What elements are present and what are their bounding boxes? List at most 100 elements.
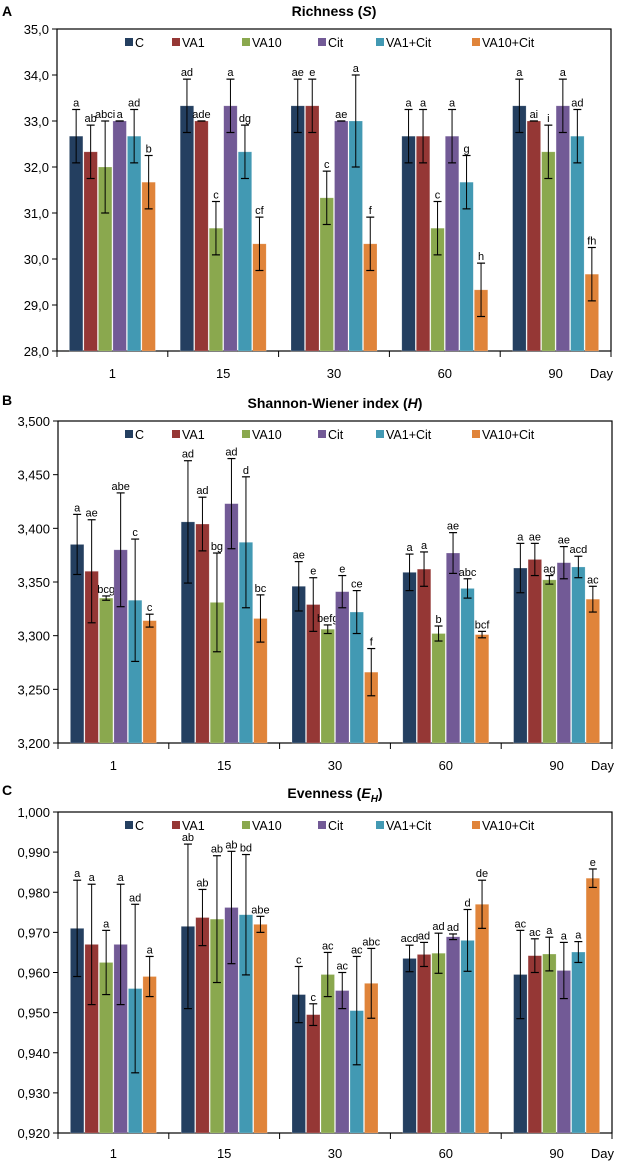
legend: C VA1 VA10 Cit VA1+Cit VA10+Cit — [125, 36, 535, 50]
error-bar — [558, 78, 567, 134]
error-bar — [574, 555, 583, 579]
bar-va10-day-60 — [431, 952, 446, 1134]
panel-label: C — [2, 782, 12, 798]
legend-swatch — [125, 38, 133, 46]
error-bar — [309, 1003, 318, 1027]
legend-swatch — [318, 430, 326, 438]
legend-label: VA1 — [182, 819, 205, 833]
significance-letter: befg — [317, 613, 338, 625]
error-bar — [116, 883, 125, 1006]
bar-va10-day-90 — [542, 579, 557, 744]
bar-va1-day-15 — [195, 917, 210, 1134]
significance-letter: ab — [85, 113, 97, 125]
significance-letter: e — [310, 566, 316, 578]
error-bar — [545, 574, 554, 585]
panel-a: A Richness (S) 28,0 29,0 30,0 31,0 32,0 33,0 34,… — [2, 3, 613, 381]
error-bar — [405, 944, 414, 973]
x-axis-label: Day — [591, 1146, 615, 1161]
error-bar — [338, 574, 347, 609]
significance-letter: ac — [587, 574, 599, 586]
significance-letter: a — [73, 98, 80, 110]
bar-va1-day-90 — [526, 120, 541, 352]
bar-va10-cit-day-60 — [474, 903, 490, 1134]
legend-label: Cit — [328, 428, 344, 442]
significance-letter: i — [547, 113, 549, 125]
legend-swatch — [172, 821, 180, 829]
error-bar — [86, 124, 95, 180]
error-bar — [293, 78, 302, 134]
significance-letter: ae — [558, 535, 570, 547]
legend-swatch — [318, 38, 326, 46]
legend-label: VA1+Cit — [386, 428, 432, 442]
legend-label: VA10 — [252, 428, 282, 442]
y-tick-label: 3,450 — [17, 468, 50, 483]
error-bar — [559, 941, 568, 1000]
legend-swatch — [125, 430, 133, 438]
bar-cit-day-90 — [556, 562, 571, 744]
significance-letter: c — [132, 527, 138, 539]
x-axis-label: Day — [590, 366, 614, 381]
error-bar — [420, 551, 429, 587]
x-tick-label: 60 — [439, 758, 453, 773]
error-bar — [559, 545, 568, 580]
y-tick-label: 28,0 — [24, 344, 49, 359]
significance-letter: e — [309, 67, 315, 79]
bar-va10-cit-day-1 — [142, 976, 157, 1134]
bar-va1-cit-day-1 — [127, 135, 142, 352]
legend-item: VA10 — [242, 36, 282, 50]
significance-letter: ae — [447, 521, 459, 533]
bar-c-day-30 — [290, 105, 305, 352]
error-bar — [182, 78, 191, 134]
legend-item: Cit — [318, 36, 344, 50]
x-tick-label: 60 — [439, 1146, 453, 1161]
x-tick-label: 30 — [328, 758, 342, 773]
legend-swatch — [318, 821, 326, 829]
significance-letter: bg — [211, 541, 223, 553]
y-tick-label: 33,0 — [24, 114, 49, 129]
significance-letter: c — [435, 190, 441, 202]
legend-item: VA10+Cit — [472, 819, 535, 833]
y-tick-label: 3,250 — [17, 682, 50, 697]
significance-letter: e — [339, 564, 345, 576]
legend-swatch — [242, 430, 250, 438]
error-bar — [530, 542, 539, 577]
error-bar — [240, 124, 249, 180]
y-tick-label: 0,970 — [17, 925, 50, 940]
legend-label: VA10 — [252, 36, 282, 50]
y-tick-label: 3,400 — [17, 521, 50, 536]
significance-letter: bcf — [475, 619, 491, 631]
error-bar — [574, 941, 583, 964]
legend-item: C — [125, 819, 144, 833]
significance-letter: ac — [529, 927, 541, 939]
significance-letter: c — [311, 992, 317, 1004]
bar-va10-day-1 — [99, 597, 114, 744]
x-tick-label: 30 — [328, 1146, 342, 1161]
significance-letter: a — [74, 502, 81, 514]
error-bar — [241, 476, 250, 609]
legend-label: VA1+Cit — [386, 36, 432, 50]
bar-c-day-15 — [179, 105, 194, 352]
error-bar — [573, 108, 582, 164]
title-paren-open: ( — [353, 785, 362, 801]
x-axis-label: Day — [591, 758, 615, 773]
significance-letter: a — [560, 67, 567, 79]
significance-letter: a — [405, 98, 412, 110]
y-tick-label: 31,0 — [24, 206, 49, 221]
error-bar — [462, 154, 471, 210]
bar-c-day-90 — [512, 105, 527, 352]
significance-letter: ae — [292, 67, 304, 79]
error-bar — [309, 577, 318, 632]
title-symbol: H — [408, 395, 419, 411]
title-name: Evenness — [287, 785, 353, 801]
significance-letter: de — [476, 868, 488, 880]
legend-label: VA1 — [182, 428, 205, 442]
legend-label: Cit — [328, 36, 344, 50]
legend-item: VA1+Cit — [376, 819, 432, 833]
error-bar — [404, 108, 413, 164]
legend-swatch — [242, 821, 250, 829]
error-bar — [198, 888, 207, 947]
error-bar — [405, 553, 414, 592]
significance-letter: a — [74, 868, 81, 880]
significance-letter: ae — [293, 550, 305, 562]
y-tick-label: 3,200 — [17, 736, 50, 751]
